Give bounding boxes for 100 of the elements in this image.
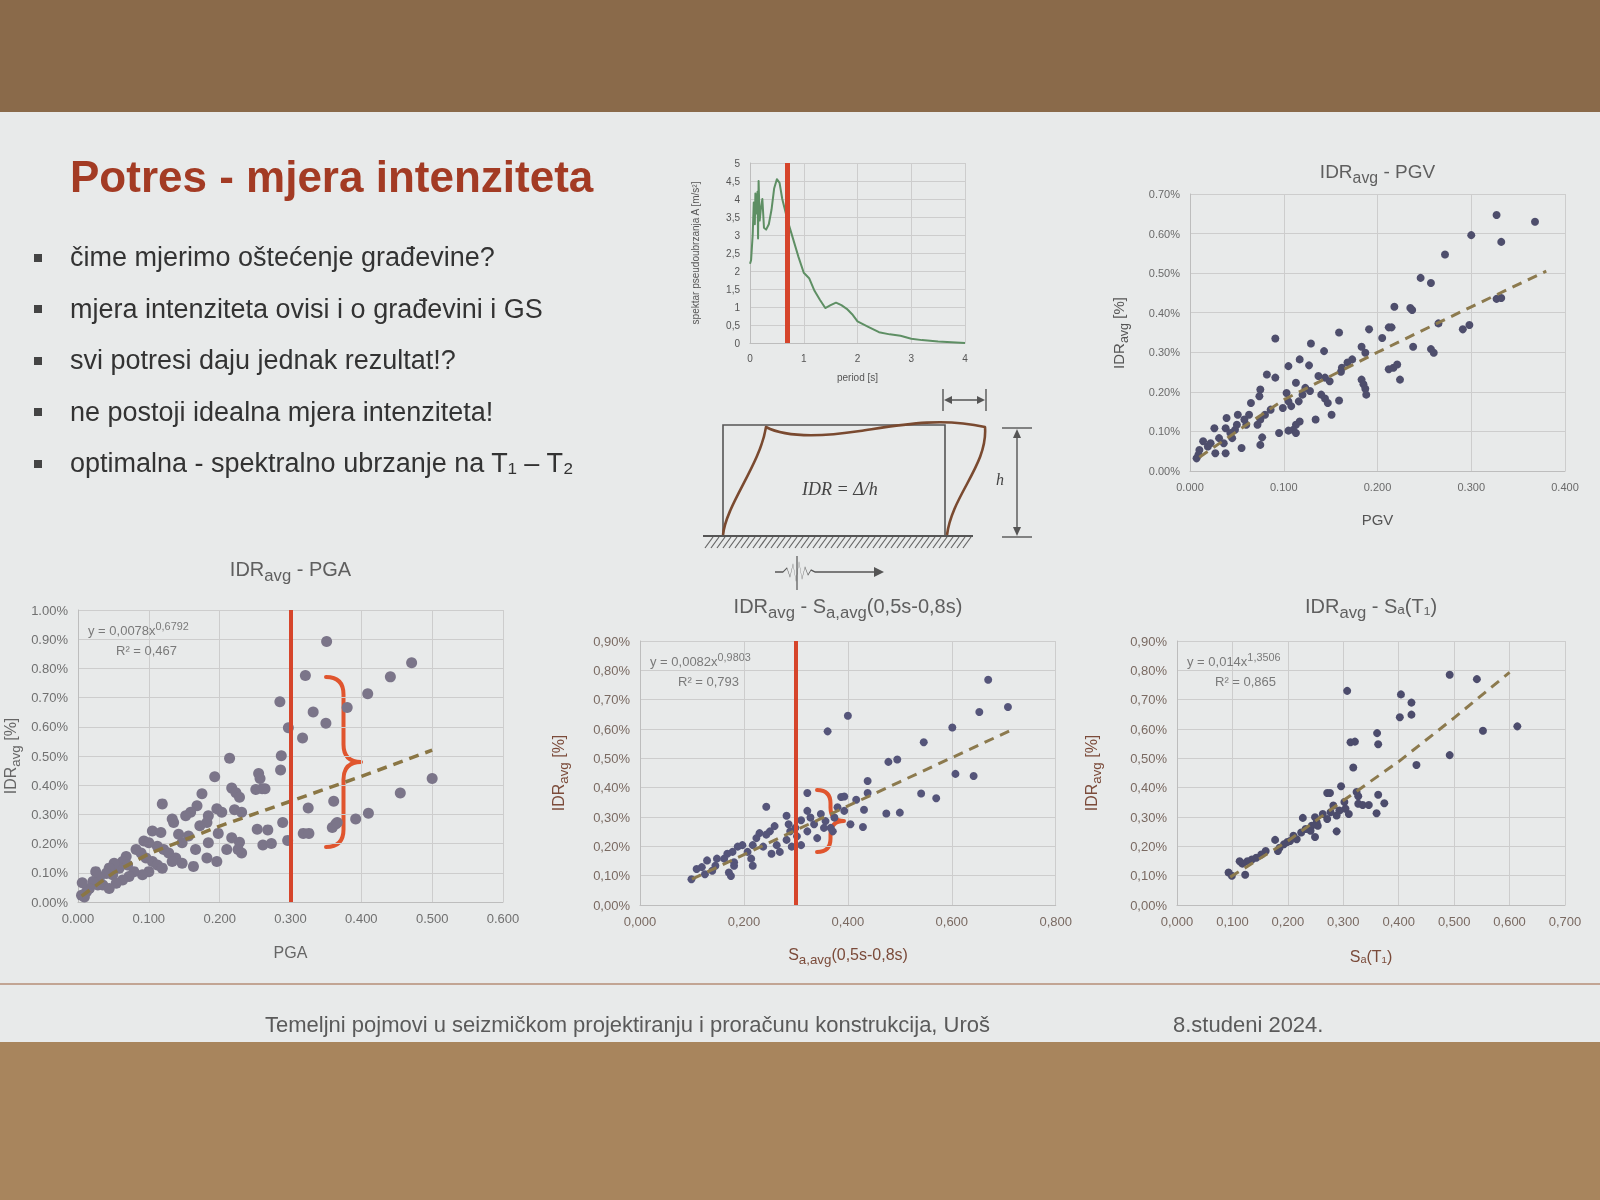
x-axis-title: PGV [1361, 511, 1394, 529]
x-tick-label: 0,600 [935, 914, 969, 929]
x-tick-label: 0 [747, 352, 754, 364]
y-tick-label: 0.90% [31, 631, 69, 647]
y-tick-label: 0.80% [31, 660, 69, 676]
annotation: y = 0,014x$^{1,3506}$ [1187, 651, 1281, 671]
annotation: R² = 0,793 [678, 674, 740, 690]
text: čime mjerimo oštećenje građevine? [70, 242, 495, 272]
chart-title: IDR$_{avg}$ - PGV [1319, 161, 1436, 187]
chart-title: IDR$_{avg}$ - S$_{a,avg}$(0,5s-0,8s) [733, 595, 963, 623]
y-tick-label: 0,20% [593, 838, 631, 854]
y-tick-label: 0.10% [1148, 425, 1181, 438]
y-tick-label: 0,00% [593, 897, 631, 913]
y-tick-label: 0,50% [593, 750, 631, 766]
x-tick-label: 4 [962, 352, 969, 364]
x-tick-label: 0,300 [1327, 914, 1360, 929]
y-tick-label: 0,90% [593, 633, 631, 649]
y-tick-label: 0.60% [31, 719, 69, 735]
y-tick-label: 0,10% [1130, 868, 1168, 884]
annotation: R² = 0,865 [1215, 674, 1277, 690]
y-tick-label: 0,60% [1130, 721, 1168, 737]
y-tick-label: 0,00% [1130, 897, 1168, 913]
y-tick-label: 1 [734, 301, 741, 313]
y-tick-label: 0.40% [1148, 306, 1181, 319]
text: optimalna - spektralno ubrzanje na T₁ – T₂ [70, 448, 574, 478]
y-tick-label: 1.00% [31, 602, 69, 618]
y-tick-label: 0.10% [31, 865, 69, 881]
y-tick-label: 0.30% [31, 806, 69, 822]
x-tick-label: 0,000 [623, 914, 657, 929]
y-axis-title: spektar pseudoubrzanja A [m/s²] [690, 181, 702, 325]
y-tick-label: 0.20% [31, 836, 69, 852]
x-tick-label: 0,200 [727, 914, 761, 929]
y-tick-label: 0,90% [1130, 633, 1168, 649]
text: ne postoji idealna mjera intenziteta! [70, 396, 494, 427]
x-tick-label: 0.300 [1457, 480, 1486, 493]
y-tick-label: 2 [734, 265, 741, 277]
y-tick-label: 0,80% [593, 662, 631, 678]
x-axis-title: S$_{a,avg}$(0,5s-0,8s) [788, 946, 908, 968]
x-tick-label: 0,700 [1548, 914, 1582, 929]
x-tick-label: 0,500 [1437, 914, 1471, 929]
x-tick-label: 0,400 [1382, 914, 1415, 929]
x-tick-label: 0.000 [61, 911, 95, 926]
y-tick-label: 3,5 [726, 211, 741, 223]
y-tick-label: 0.40% [31, 777, 69, 793]
text: mjera intenziteta ovisi i o građevini i GS [70, 293, 543, 324]
text: Temeljni pojmovi u seizmičkom projektiranju i proračunu konstrukcija, Uroš [265, 1012, 991, 1038]
x-tick-label: 0.300 [274, 911, 307, 926]
y-tick-label: 0.70% [1148, 188, 1181, 200]
x-tick-label: 0,000 [1160, 914, 1194, 929]
x-axis-title: period [s] [836, 372, 879, 384]
annotation: y = 0,0078x$^{0,6792}$ [88, 620, 189, 640]
y-tick-label: 0 [734, 337, 741, 349]
y-tick-label: 0,50% [1130, 750, 1168, 766]
text: IDR = Δ/h [802, 479, 878, 500]
y-tick-label: 3 [734, 229, 741, 241]
y-tick-label: 0.50% [31, 748, 69, 764]
x-tick-label: 2 [854, 352, 861, 364]
y-tick-label: 0.30% [1148, 346, 1181, 359]
y-tick-label: 0.50% [1148, 267, 1181, 280]
y-tick-label: 0,70% [593, 692, 631, 708]
x-tick-label: 0.100 [1269, 480, 1298, 493]
x-tick-label: 0,100 [1216, 914, 1249, 929]
y-tick-label: 0,40% [593, 780, 631, 796]
y-tick-label: 5 [734, 157, 741, 169]
y-tick-label: 4 [734, 193, 741, 205]
x-tick-label: 0,200 [1271, 914, 1305, 929]
y-tick-label: 0,30% [1130, 809, 1168, 825]
x-axis-title: Sₐ(T₁) [1349, 947, 1393, 967]
x-tick-label: 1 [800, 352, 807, 364]
y-tick-label: 0,20% [1130, 838, 1168, 854]
y-tick-label: 0.70% [31, 690, 69, 706]
y-tick-label: 0,70% [1130, 692, 1168, 708]
y-tick-label: 0,80% [1130, 662, 1168, 678]
y-tick-label: 0.00% [1148, 465, 1181, 477]
y-tick-label: 1,5 [726, 283, 741, 295]
text: h [996, 471, 1004, 490]
x-tick-label: 0.400 [1551, 480, 1579, 493]
x-tick-label: 0.400 [345, 911, 378, 926]
chart-title: IDR$_{avg}$ - Sₐ(T₁) [1304, 595, 1438, 623]
text: 8.studeni 2024. [1173, 1012, 1324, 1038]
y-tick-label: 0,40% [1130, 780, 1168, 796]
annotation: R² = 0,467 [116, 643, 178, 659]
chart-title: IDR$_{avg}$ - PGA [229, 558, 352, 586]
x-tick-label: 0.200 [203, 911, 236, 926]
x-axis-title: PGA [273, 943, 308, 963]
y-tick-label: 0.20% [1148, 385, 1181, 398]
x-tick-label: 0,400 [831, 914, 865, 929]
y-tick-label: 0,60% [593, 721, 631, 737]
x-tick-label: 0.200 [1363, 480, 1392, 493]
y-tick-label: 4,5 [726, 175, 741, 187]
y-tick-label: 2,5 [726, 247, 741, 259]
y-tick-label: 0,10% [593, 868, 631, 884]
x-tick-label: 0.100 [132, 911, 166, 926]
annotation: y = 0,0082x$^{0,9803}$ [650, 651, 751, 671]
x-tick-label: 0.500 [415, 911, 449, 926]
x-tick-label: 0,800 [1039, 914, 1073, 929]
x-tick-label: 0,600 [1493, 914, 1526, 929]
x-tick-label: 0.600 [486, 911, 520, 926]
y-tick-label: 0.00% [31, 894, 69, 910]
y-tick-label: 0,30% [593, 809, 631, 825]
